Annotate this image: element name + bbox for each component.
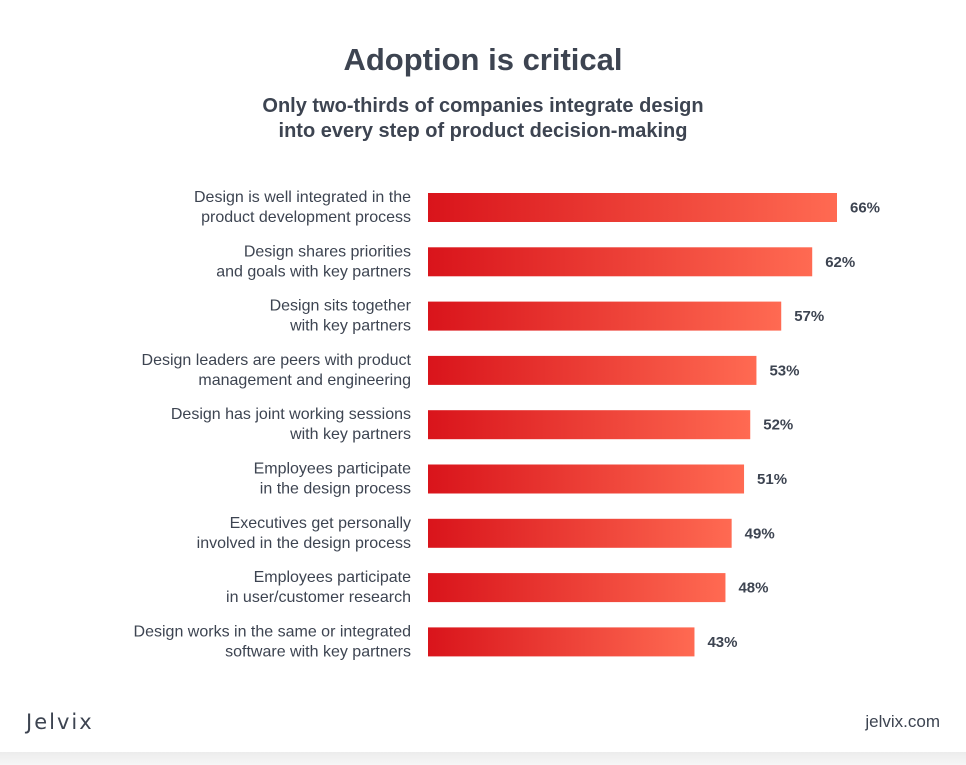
category-label-9: Design works in the same or integrated so… — [134, 623, 411, 660]
bar-value-label-5: 52% — [763, 417, 793, 434]
bar-chart: 66% Design is well integrated in the produ… — [0, 0, 966, 700]
bar-value-label-8: 48% — [738, 580, 768, 597]
bar-value-label-1: 66% — [850, 200, 880, 217]
bar-2 — [428, 247, 812, 276]
category-label-1: Design is well integrated in the product … — [194, 189, 411, 226]
bar-7 — [428, 519, 732, 548]
category-label-7: Executives get personally involved in the… — [197, 515, 411, 552]
bar-value-label-2: 62% — [825, 254, 855, 271]
bar-value-label-7: 49% — [745, 525, 775, 542]
bar-value-label-4: 53% — [769, 362, 799, 379]
bottom-shadow — [0, 752, 966, 765]
bar-4 — [428, 356, 756, 385]
jelvix-logo: Jelvix — [26, 710, 94, 734]
bar-5 — [428, 410, 750, 439]
category-label-2: Design shares priorities and goals with k… — [216, 243, 411, 280]
bar-6 — [428, 465, 744, 494]
bar-value-label-6: 51% — [757, 471, 787, 488]
bar-9 — [428, 627, 694, 656]
category-label-8: Employees participate in user/customer re… — [226, 569, 411, 606]
category-label-5: Design has joint working sessions with ke… — [171, 406, 411, 443]
bar-8 — [428, 573, 725, 602]
bar-1 — [428, 193, 837, 222]
site-url: jelvix.com — [865, 712, 940, 732]
category-label-3: Design sits together with key partners — [270, 298, 412, 335]
category-label-4: Design leaders are peers with product man… — [142, 352, 412, 389]
bar-value-label-9: 43% — [707, 634, 737, 651]
bar-value-label-3: 57% — [794, 308, 824, 325]
category-label-6: Employees participate in the design proce… — [254, 461, 412, 498]
bar-3 — [428, 302, 781, 331]
